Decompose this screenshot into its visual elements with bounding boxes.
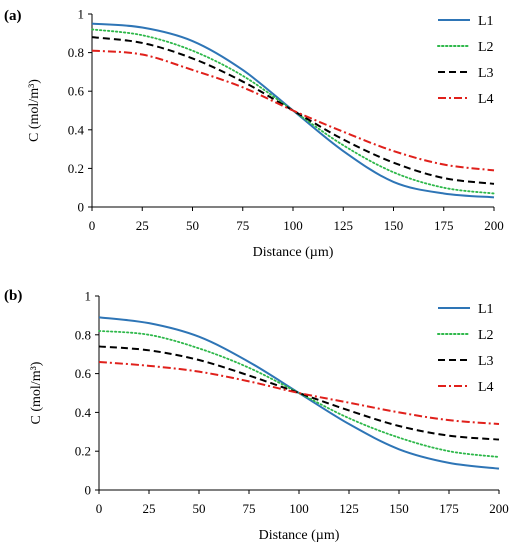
x-tick-label: 200: [489, 501, 509, 516]
x-axis-title: Distance (µm): [259, 528, 340, 543]
y-tick-label: 0.6: [75, 366, 92, 381]
x-tick-label: 75: [243, 501, 256, 516]
panel-label: (b): [4, 288, 22, 304]
legend-label-l2: L2: [478, 328, 494, 343]
panel-label: (a): [4, 8, 22, 24]
series-line-l3: [98, 345, 500, 441]
x-tick-label: 50: [186, 218, 199, 233]
series-line-l4: [91, 49, 495, 172]
legend-label-l1: L1: [478, 302, 494, 317]
y-tick-label: 0.4: [68, 122, 85, 137]
x-tick-label: 0: [89, 218, 96, 233]
x-tick-label: 25: [136, 218, 149, 233]
chart-panel-a: (a) 0 25 50 75 100 125 150 175 200 0 0.2 0.4 0.6 0.8 1 D…: [4, 7, 504, 261]
x-tick-label: 50: [193, 501, 206, 516]
y-tick-label: 0: [78, 200, 85, 215]
y-tick-label: 0.6: [68, 84, 85, 99]
x-tick-label: 25: [143, 501, 156, 516]
legend-label-l2: L2: [478, 40, 494, 55]
x-axis-title: Distance (µm): [253, 245, 334, 260]
y-tick-label: 0.2: [75, 444, 91, 459]
y-tick-label: 1: [78, 7, 85, 22]
legend-label-l1: L1: [478, 14, 494, 29]
series-line-l3: [91, 36, 495, 185]
series-line-l4: [98, 360, 500, 426]
y-tick-label: 1: [85, 289, 92, 304]
y-tick-label: 0.8: [75, 327, 91, 342]
x-tick-label: 175: [434, 218, 454, 233]
y-tick-label: 0.2: [68, 161, 84, 176]
x-tick-label: 150: [384, 218, 404, 233]
x-tick-label: 100: [289, 501, 309, 516]
series-line-l2: [98, 330, 500, 458]
x-tick-label: 150: [389, 501, 409, 516]
y-axis-title: C (mol/m³): [27, 79, 42, 142]
y-tick-label: 0.8: [68, 45, 84, 60]
x-tick-label: 100: [283, 218, 303, 233]
legend-label-l4: L4: [478, 92, 494, 107]
chart-panel-b: (b) 0 25 50 75 100 125 150 175 200 0 0.2 0.4 0.6 0.8 1 D…: [4, 288, 509, 543]
y-tick-label: 0.4: [75, 405, 92, 420]
y-axis-title: C (mol/m³): [29, 361, 44, 424]
x-tick-label: 75: [236, 218, 249, 233]
y-tick-label: 0: [85, 483, 92, 498]
legend-label-l3: L3: [478, 66, 494, 81]
x-tick-label: 200: [484, 218, 504, 233]
x-tick-label: 0: [96, 501, 103, 516]
legend-label-l3: L3: [478, 354, 494, 369]
legend-label-l4: L4: [478, 380, 494, 395]
x-tick-label: 125: [339, 501, 359, 516]
x-tick-label: 175: [439, 501, 459, 516]
x-tick-label: 125: [334, 218, 354, 233]
